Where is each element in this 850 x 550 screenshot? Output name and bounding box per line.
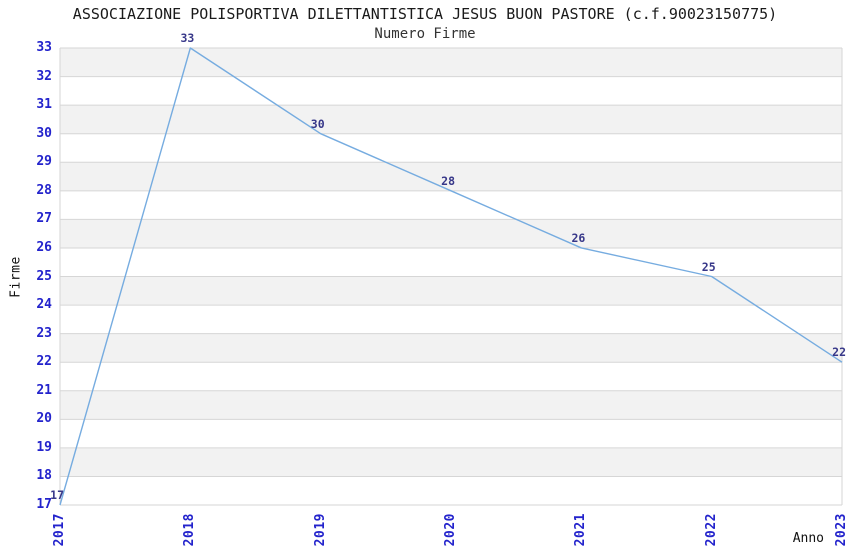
x-tick-label: 2020	[443, 513, 458, 547]
x-tick-label: 2018	[182, 513, 198, 547]
data-label: 22	[832, 345, 846, 360]
data-label: 30	[310, 116, 325, 131]
y-tick-label: 19	[36, 439, 52, 455]
data-label: 28	[441, 173, 455, 188]
data-label: 25	[701, 259, 716, 274]
y-tick-label: 24	[36, 297, 52, 313]
y-tick-label: 31	[36, 97, 52, 113]
chart-title: ASSOCIAZIONE POLISPORTIVA DILETTANTISTIC…	[72, 5, 778, 23]
y-tick-label: 21	[36, 382, 52, 398]
y-tick-label: 33	[36, 40, 52, 55]
chart-subtitle: Numero Firme	[374, 26, 476, 42]
y-tick-label: 23	[36, 325, 52, 341]
y-tick-label: 28	[36, 182, 52, 198]
y-tick-label: 29	[36, 154, 52, 170]
x-tick-label: 2022	[703, 513, 719, 547]
y-tick-label: 27	[36, 211, 52, 227]
y-tick-label: 22	[36, 354, 52, 370]
data-label: 17	[50, 488, 64, 502]
x-tick-label: 2023	[834, 513, 849, 547]
y-tick-label: 26	[36, 239, 52, 255]
x-tick-label: 2019	[312, 513, 328, 547]
x-tick-label: 2017	[52, 513, 67, 547]
y-tick-label: 30	[36, 125, 52, 141]
x-axis-title: Anno	[792, 531, 824, 546]
data-label: 33	[180, 31, 195, 45]
x-tick-label: 2021	[573, 513, 589, 547]
y-tick-label: 32	[36, 68, 52, 84]
y-axis-title: Firme	[8, 256, 24, 298]
data-label: 26	[571, 230, 586, 245]
y-tick-label: 18	[36, 468, 52, 484]
y-tick-label: 17	[36, 497, 52, 512]
y-tick-label: 20	[36, 411, 52, 427]
y-tick-label: 25	[36, 268, 52, 284]
